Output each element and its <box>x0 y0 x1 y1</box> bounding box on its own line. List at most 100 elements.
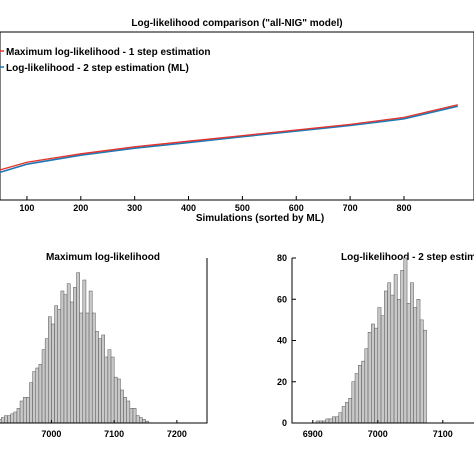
x-tick-label: 100 <box>19 203 34 213</box>
histogram-bar <box>32 371 37 424</box>
histogram-bar <box>338 412 343 424</box>
histogram-bar <box>73 287 77 424</box>
x-tick-label: 600 <box>289 203 304 213</box>
histogram-bar <box>26 397 30 424</box>
series-line-2step <box>0 105 458 174</box>
histogram-bar <box>7 415 11 424</box>
histogram-2step-y-ticks: 0 20 40 60 80 <box>277 253 296 428</box>
histogram-bar <box>95 331 99 424</box>
histogram-bar <box>377 307 382 424</box>
histogram-bar <box>348 398 353 424</box>
histogram-bar <box>1 417 5 424</box>
line-chart-x-label: Simulations (sorted by ML) <box>196 213 324 224</box>
line-chart: Log-likelihood comparison ("all-NIG" mod… <box>0 18 474 224</box>
histogram-bar <box>367 332 372 424</box>
x-tick-label: 300 <box>127 203 142 213</box>
y-tick-label: 60 <box>277 294 287 304</box>
histogram-bar <box>393 274 398 424</box>
histogram-bar <box>104 356 109 424</box>
histogram-bar <box>361 360 366 424</box>
histogram-bar <box>371 323 375 424</box>
histogram-bar <box>113 376 118 424</box>
histogram-bar <box>397 299 401 424</box>
histogram-bar <box>142 419 146 424</box>
histogram-bar <box>66 283 71 424</box>
line-chart-axes <box>0 31 474 201</box>
x-tick-label: 7000 <box>41 429 61 439</box>
histogram-bar <box>380 315 385 424</box>
histogram-bar <box>351 381 356 424</box>
histogram-bar <box>345 402 349 424</box>
legend-label-ml: Maximum log-likelihood - 1 step estimati… <box>6 47 210 58</box>
histogram-bar <box>57 309 62 424</box>
histogram-bar <box>423 329 427 424</box>
histogram-bar <box>406 303 411 424</box>
histogram-bar <box>82 279 87 424</box>
x-tick-label: 7200 <box>167 429 187 439</box>
x-tick-label: 700 <box>343 203 358 213</box>
histogram-bar <box>139 417 143 424</box>
histogram-bar <box>70 301 74 424</box>
histogram-bar <box>419 319 424 424</box>
line-chart-title: Log-likelihood comparison ("all-NIG" mod… <box>131 18 342 29</box>
histogram-2step-title: Log-likelihood - 2 step estim <box>341 252 474 263</box>
histogram-bar <box>132 408 137 424</box>
histogram-bar <box>410 282 414 424</box>
histogram-bar <box>400 270 405 424</box>
x-tick-label: 7100 <box>104 429 124 439</box>
histogram-bar <box>60 290 65 424</box>
histogram-bar <box>13 411 18 424</box>
legend: Maximum log-likelihood - 1 step estimati… <box>0 47 210 74</box>
histogram-2step-bars <box>315 257 427 424</box>
histogram-bar <box>4 415 8 424</box>
histogram-bar <box>354 373 359 424</box>
histogram-bar <box>38 364 43 424</box>
histogram-bar <box>135 415 140 424</box>
histogram-bar <box>123 397 127 424</box>
line-chart-series <box>0 104 458 174</box>
histogram-bar <box>107 349 112 424</box>
histogram-2step: Log-likelihood - 2 step estim 020406080 … <box>277 252 474 439</box>
histogram-bar <box>328 418 333 424</box>
histogram-bar <box>341 406 346 424</box>
histogram-ml-x-ticks: 7000 7100 7200 <box>41 420 187 439</box>
x-tick-label: 6900 <box>303 429 323 439</box>
line-chart-x-ticks: 100 200 300 400 500 600 700 800 <box>19 196 411 213</box>
histogram-bar <box>10 413 15 424</box>
histogram-bar <box>91 312 96 424</box>
histogram-bar <box>19 400 24 424</box>
y-tick-label: 0 <box>282 418 287 428</box>
histogram-bar <box>120 389 124 424</box>
histogram-bar <box>129 408 134 424</box>
x-tick-label: 200 <box>73 203 88 213</box>
y-tick-label: 20 <box>277 377 287 387</box>
histogram-bar <box>44 338 49 424</box>
histogram-2step-x-ticks: 6900 7000 7100 <box>303 420 453 439</box>
histogram-bar <box>332 416 336 424</box>
histogram-bar <box>22 397 27 424</box>
histogram-bar <box>335 416 340 424</box>
x-tick-label: 7000 <box>368 429 388 439</box>
x-tick-label: 7100 <box>433 429 453 439</box>
histogram-bar <box>384 290 388 424</box>
x-tick-label: 800 <box>396 203 411 213</box>
histogram-bar <box>51 323 55 424</box>
histogram-bar <box>358 365 362 424</box>
histogram-bar <box>41 349 46 424</box>
histogram-bar <box>325 418 330 424</box>
histogram-bar <box>35 367 40 424</box>
y-tick-label: 80 <box>277 253 287 263</box>
histogram-bar <box>413 307 418 424</box>
histogram-bar <box>63 294 68 424</box>
histogram-bar <box>390 294 395 424</box>
histogram-bar <box>403 257 408 424</box>
histogram-bar <box>110 356 115 424</box>
histogram-bar <box>88 290 93 424</box>
histogram-bar <box>54 305 58 424</box>
histogram-bar <box>416 299 421 424</box>
histogram-bar <box>79 312 84 424</box>
histogram-bar <box>16 408 21 424</box>
histogram-bar <box>117 378 121 424</box>
histogram-bar <box>76 272 80 424</box>
